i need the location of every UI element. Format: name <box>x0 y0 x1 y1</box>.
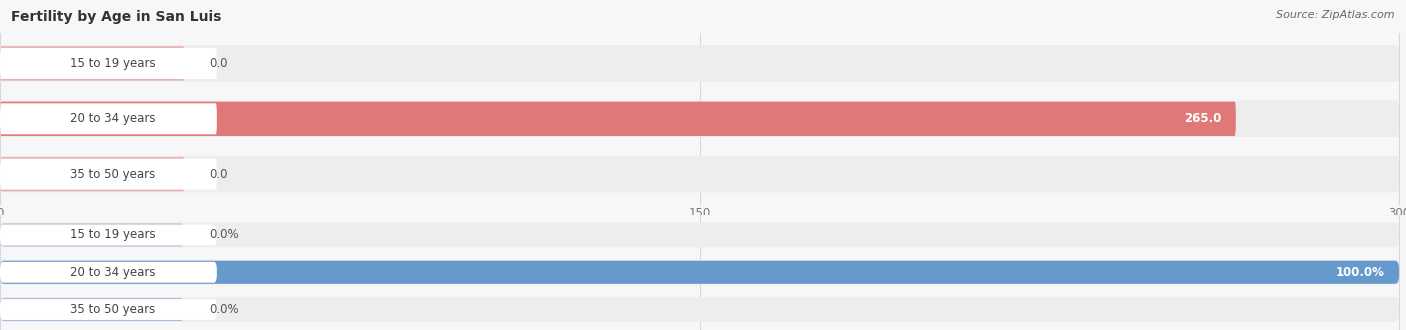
Text: 15 to 19 years: 15 to 19 years <box>70 57 156 70</box>
FancyBboxPatch shape <box>0 45 1399 82</box>
Text: Source: ZipAtlas.com: Source: ZipAtlas.com <box>1277 10 1395 20</box>
FancyBboxPatch shape <box>0 297 1399 322</box>
FancyBboxPatch shape <box>0 261 1399 284</box>
FancyBboxPatch shape <box>0 101 1399 137</box>
Text: 0.0: 0.0 <box>209 57 228 70</box>
Text: 20 to 34 years: 20 to 34 years <box>70 112 156 125</box>
Text: 100.0%: 100.0% <box>1336 266 1385 279</box>
FancyBboxPatch shape <box>0 262 217 283</box>
FancyBboxPatch shape <box>0 299 217 320</box>
Text: 35 to 50 years: 35 to 50 years <box>70 168 156 181</box>
FancyBboxPatch shape <box>0 298 184 321</box>
Text: 20 to 34 years: 20 to 34 years <box>70 266 156 279</box>
Text: 15 to 19 years: 15 to 19 years <box>70 228 156 242</box>
Text: 35 to 50 years: 35 to 50 years <box>70 303 156 316</box>
FancyBboxPatch shape <box>0 157 184 191</box>
FancyBboxPatch shape <box>0 46 184 81</box>
Text: 0.0: 0.0 <box>209 168 228 181</box>
Text: 0.0%: 0.0% <box>209 303 239 316</box>
FancyBboxPatch shape <box>0 260 1399 284</box>
FancyBboxPatch shape <box>0 223 184 247</box>
FancyBboxPatch shape <box>0 156 1399 192</box>
Text: Fertility by Age in San Luis: Fertility by Age in San Luis <box>11 10 222 24</box>
FancyBboxPatch shape <box>0 102 1236 136</box>
FancyBboxPatch shape <box>0 159 217 190</box>
Text: 265.0: 265.0 <box>1184 112 1222 125</box>
FancyBboxPatch shape <box>0 223 1399 247</box>
FancyBboxPatch shape <box>0 48 217 79</box>
FancyBboxPatch shape <box>0 103 217 134</box>
Text: 0.0%: 0.0% <box>209 228 239 242</box>
FancyBboxPatch shape <box>0 224 217 246</box>
